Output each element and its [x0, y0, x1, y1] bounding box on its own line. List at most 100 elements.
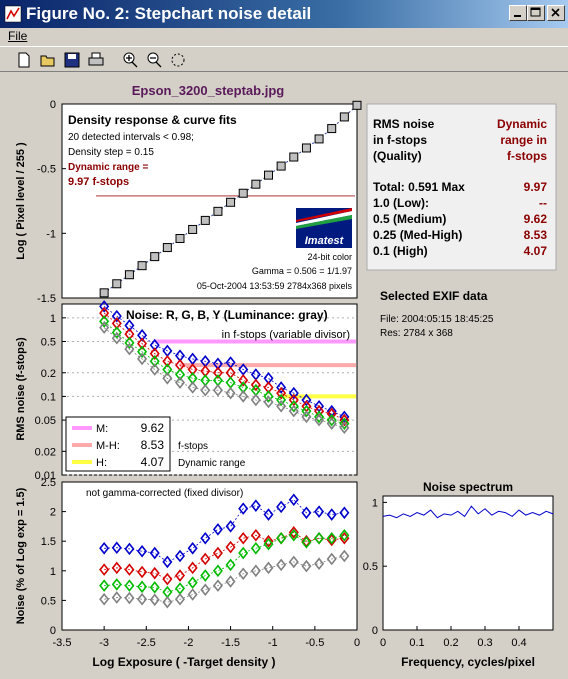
density-point [150, 252, 160, 262]
noise-point [276, 393, 287, 407]
x-tick-label: -2.5 [137, 637, 156, 649]
y-tick-label: 0.5 [41, 336, 56, 348]
new-icon[interactable] [14, 50, 34, 70]
noise-point [339, 413, 350, 427]
noise-point [212, 383, 223, 397]
noise-plot: 1 0.5 0.2 0.1 0.05 0.02 0.01 Noise: R, G, B, Y… [15, 300, 358, 482]
noise-percent-point [137, 565, 148, 579]
noise-point [111, 331, 122, 345]
noise-percent-point [124, 579, 135, 592]
legend-note-2: Dynamic range [178, 458, 246, 469]
exif-line-res: Res: 2784 x 368 [380, 328, 453, 339]
noise-percent-point [288, 555, 299, 569]
noise-percent-point [250, 499, 261, 512]
noise-point [225, 386, 236, 400]
noise-percent-point [301, 536, 312, 549]
density-point [314, 134, 324, 144]
density-point [352, 100, 362, 110]
rms-row-label: 0.5 (Medium) [373, 212, 446, 226]
noise-point [99, 321, 110, 334]
noise-point [238, 390, 249, 403]
rms-header-left-1: RMS noise [373, 117, 435, 131]
y-tick-label: 0.05 [35, 415, 56, 427]
noise-point [326, 417, 337, 430]
noise-percent-point [174, 549, 186, 563]
x-tick-label: -3.5 [53, 637, 72, 649]
noise-point [200, 383, 211, 397]
noise-percent-point [250, 564, 261, 578]
noise-point [99, 300, 110, 313]
save-icon[interactable] [62, 50, 82, 70]
noise-point [137, 328, 148, 342]
y-tick-label: -1 [46, 228, 56, 240]
menu-file[interactable]: File [8, 29, 28, 43]
maximize-button[interactable] [527, 5, 545, 21]
exif-panel: Selected EXIF data File: 2004:05:15 18:4… [380, 289, 494, 339]
x-tick-label: -2 [184, 637, 194, 649]
density-point [137, 261, 147, 271]
rotate-icon[interactable] [168, 50, 188, 70]
noise-point [124, 336, 135, 350]
noise-percent-point [314, 557, 325, 570]
noise-percent-point [149, 566, 160, 580]
rms-row-label: Total: 0.591 Max [373, 180, 465, 194]
spectrum-line [382, 505, 554, 519]
density-point [188, 224, 198, 234]
noise-percent-point [187, 561, 198, 575]
noise-percent-point [99, 579, 110, 592]
noise-percent-point [314, 531, 325, 545]
noise-point [314, 413, 325, 427]
density-dr-2: 9.97 f-stops [68, 176, 129, 188]
noise-percent-point [212, 546, 223, 560]
noise-percent-point [200, 583, 211, 597]
x-tick-label: 0 [380, 637, 386, 649]
y-tick-label: -1.5 [37, 293, 56, 305]
noise-percent-point [149, 581, 160, 594]
noise-percent-point [99, 542, 110, 555]
noise-percent-point [250, 542, 261, 555]
rms-header-left-3: (Quality) [373, 149, 422, 163]
rms-row-value: -- [539, 196, 547, 210]
noise-percent-point [149, 546, 160, 560]
density-point [200, 215, 210, 225]
noise-point [276, 381, 287, 394]
zoom-in-icon[interactable] [120, 50, 140, 70]
zoom-out-icon[interactable] [144, 50, 164, 70]
noise-legend: M: M-H: H: 9.62 8.53 4.07 [65, 416, 171, 472]
figure-canvas: Epson_3200_steptab.jpg 0 -0.5 -1 -1.5 Densi… [15, 83, 557, 669]
noise-point [99, 315, 110, 328]
noise-percent-point [137, 580, 148, 594]
open-icon[interactable] [38, 50, 58, 70]
noise-percent-point [288, 528, 299, 542]
x-tick-label: 0.1 [409, 637, 424, 649]
noise-point [174, 376, 186, 389]
rms-row-value: 9.97 [524, 180, 548, 194]
noise-percent-point [200, 552, 211, 566]
noise-point [187, 381, 198, 394]
rms-row-label: 1.0 (Low): [373, 196, 429, 210]
x-tick-label: -1.5 [221, 637, 240, 649]
legend-value-mh: 8.53 [141, 438, 165, 452]
noise-percent-point [288, 526, 299, 539]
legend-label-mh: M-H: [96, 440, 120, 452]
exif-title: Selected EXIF data [380, 289, 488, 303]
noise-point [111, 326, 122, 339]
close-button[interactable] [547, 5, 565, 21]
minimize-button[interactable] [509, 5, 527, 21]
noise-point [263, 395, 274, 409]
noise-percent-point [162, 572, 173, 586]
legend-value-m: 9.62 [141, 421, 165, 435]
noise-subtitle: in f-stops (variable divisor) [222, 329, 350, 341]
noise-percent-point [288, 493, 299, 507]
noise-point [339, 421, 350, 434]
noise-point [276, 399, 287, 413]
rms-header-right-2: range in [500, 133, 547, 147]
noise-point [137, 345, 148, 359]
legend-value-h: 4.07 [141, 455, 165, 469]
density-footer-1: 24-bit color [307, 252, 352, 262]
print-icon[interactable] [86, 50, 106, 70]
spectrum-title: Noise spectrum [423, 480, 513, 494]
y-tick-label: 0.2 [41, 368, 56, 380]
density-point [327, 124, 337, 134]
x-tick-label: 0.2 [443, 637, 458, 649]
